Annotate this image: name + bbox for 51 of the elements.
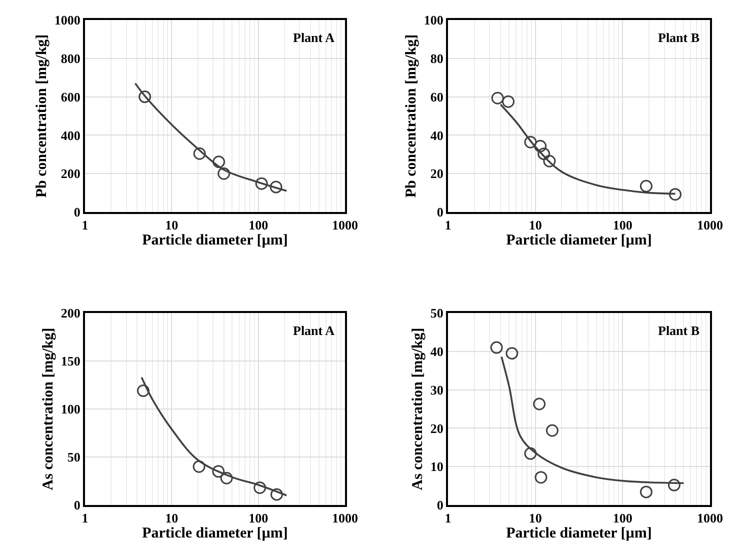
y-tick-label: 20 (430, 420, 444, 436)
x-tick-label: 10 (528, 510, 542, 526)
y-tick-label: 600 (60, 89, 80, 104)
x-tick-label: 1000 (332, 510, 358, 526)
x-tick-label: 10 (165, 218, 178, 233)
x-axis-title: Particle diameter [µm] (142, 526, 288, 542)
y-tick-label: 0 (436, 204, 444, 220)
x-tick-label: 100 (248, 510, 268, 526)
annotation: Plant B (658, 323, 700, 338)
y-tick-label: 50 (67, 450, 80, 465)
y-tick-label: 20 (430, 166, 444, 182)
annotation: Plant B (658, 30, 700, 45)
y-tick-label: 50 (430, 306, 444, 321)
x-tick-label: 10 (528, 218, 542, 233)
y-tick-label: 60 (430, 89, 444, 104)
x-axis-title: Particle diameter [µm] (142, 232, 288, 249)
y-tick-label: 40 (430, 128, 444, 143)
y-tick-label: 0 (74, 204, 80, 220)
y-tick-label: 80 (430, 50, 444, 66)
y-tick-label: 0 (436, 498, 444, 513)
y-tick-label: 200 (60, 166, 80, 182)
x-tick-label: 1 (444, 218, 452, 233)
y-tick-label: 0 (74, 498, 80, 513)
y-tick-label: 150 (60, 354, 80, 369)
y-tick-label: 200 (60, 306, 80, 321)
y-axis-title: Pb concentration [mg/kg] (404, 34, 420, 198)
x-tick-label: 100 (612, 218, 632, 233)
x-tick-label: 1000 (697, 218, 723, 233)
y-tick-label: 400 (60, 128, 80, 143)
y-axis-title: Pb concentration [mg/kg] (34, 34, 50, 198)
y-tick-label: 1000 (54, 12, 80, 28)
x-tick-label: 100 (248, 218, 268, 233)
x-tick-label: 1000 (332, 218, 358, 233)
y-tick-label: 800 (60, 50, 80, 66)
y-tick-label: 40 (430, 344, 444, 359)
x-tick-label: 100 (612, 510, 632, 526)
y-tick-label: 100 (424, 12, 444, 28)
y-axis-title: As concentration [mg/kg] (40, 328, 57, 490)
x-tick-label: 10 (165, 510, 178, 526)
annotation: Plant A (293, 323, 336, 338)
y-axis-title: As concentration [mg/kg] (410, 328, 426, 490)
x-tick-label: 1000 (697, 510, 723, 526)
x-tick-label: 1 (82, 218, 88, 233)
y-tick-label: 30 (430, 382, 444, 398)
x-axis-title: Particle diameter [µm] (506, 526, 652, 542)
x-axis-title: Particle diameter [µm] (506, 232, 652, 249)
x-tick-label: 1 (444, 510, 452, 526)
x-tick-label: 1 (82, 510, 88, 526)
y-tick-label: 10 (430, 459, 444, 474)
y-tick-label: 100 (60, 402, 80, 417)
annotation: Plant A (293, 30, 336, 45)
